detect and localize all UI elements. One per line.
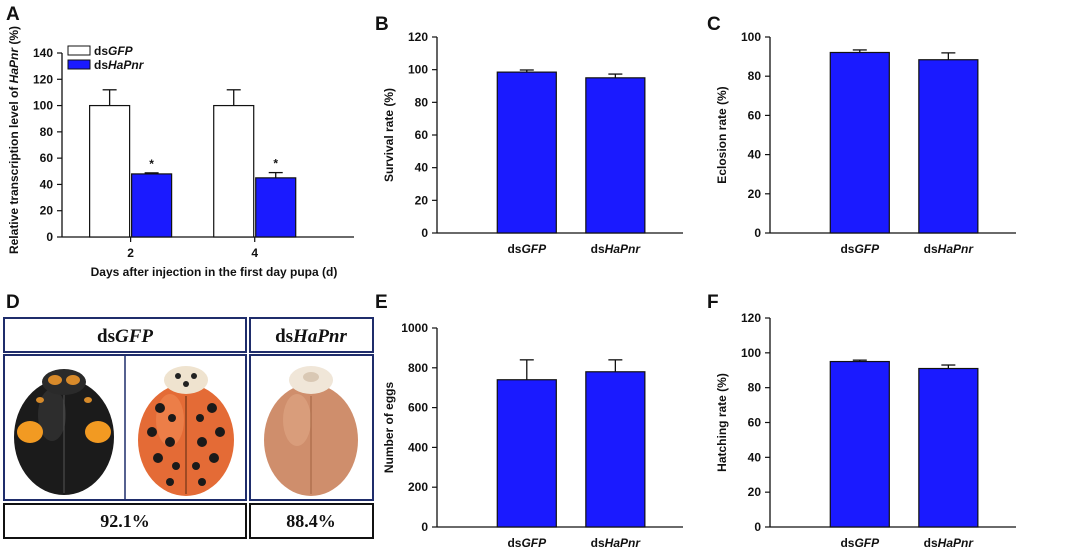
x-tick-label: dsGFP bbox=[840, 536, 880, 550]
bar-dshapnr bbox=[255, 177, 297, 238]
bar-dsgfp bbox=[213, 104, 255, 238]
bar-hapnr bbox=[585, 77, 646, 234]
y-tick-label: 20 bbox=[748, 187, 762, 201]
bar-gfp bbox=[496, 71, 557, 234]
panel-letter-f: F bbox=[707, 292, 719, 313]
y-tick-label: 60 bbox=[40, 151, 54, 165]
chart-c: 0 20 40 60 80 100 dsGFP dsHaPnr Eclosion rate (%… bbox=[715, 30, 1016, 256]
bar-gfp bbox=[829, 360, 890, 528]
panel-letter-a: A bbox=[6, 4, 20, 25]
y-tick-label: 40 bbox=[748, 450, 762, 464]
panel-letter-e: E bbox=[375, 292, 388, 313]
y-tick-label: 0 bbox=[754, 520, 761, 534]
beetle-spotted-image bbox=[138, 366, 234, 496]
y-axis-label: Relative transcription level of HaPnr (%… bbox=[7, 26, 21, 254]
panel-letter-d: D bbox=[6, 292, 20, 313]
bar-hapnr bbox=[918, 59, 979, 234]
bar-gfp bbox=[829, 51, 890, 234]
percent-box-right bbox=[249, 503, 374, 539]
x-axis-label: Days after injection in the first day pu… bbox=[91, 265, 338, 279]
y-tick-label: 40 bbox=[748, 148, 762, 162]
panel-letter-c: C bbox=[707, 14, 721, 35]
percent-left: 92.1% bbox=[100, 511, 150, 531]
x-tick-label: dsHaPnr bbox=[591, 242, 642, 256]
significance-star: * bbox=[273, 157, 278, 171]
y-tick-label: 100 bbox=[408, 63, 428, 77]
y-tick-label: 1000 bbox=[401, 321, 428, 335]
legend-label: dsHaPnr bbox=[94, 58, 145, 72]
y-tick-label: 40 bbox=[415, 161, 429, 175]
y-tick-label: 20 bbox=[40, 204, 54, 218]
y-tick-label: 120 bbox=[33, 72, 53, 86]
legend-swatch bbox=[67, 59, 91, 70]
x-tick-label: 2 bbox=[127, 246, 134, 260]
bar-dsgfp bbox=[89, 104, 131, 238]
y-tick-label: 80 bbox=[40, 125, 54, 139]
y-tick-label: 40 bbox=[40, 177, 54, 191]
chart-e: 0 200 400 600 800 1000 dsGFP dsHaPnr Number of e… bbox=[382, 321, 683, 550]
y-tick-label: 400 bbox=[408, 440, 428, 454]
y-tick-label: 0 bbox=[46, 230, 53, 244]
legend-swatch bbox=[67, 45, 91, 56]
y-tick-label: 200 bbox=[408, 480, 428, 494]
percent-box-left bbox=[3, 503, 247, 539]
x-tick-label: 4 bbox=[251, 246, 258, 260]
x-tick-label: dsGFP bbox=[840, 242, 880, 256]
y-axis-label: Survival rate (%) bbox=[382, 88, 396, 182]
beetle-black-image bbox=[14, 369, 114, 495]
y-tick-label: 60 bbox=[748, 416, 762, 430]
y-tick-label: 60 bbox=[748, 108, 762, 122]
photo-header-box-right bbox=[249, 317, 374, 353]
y-tick-label: 60 bbox=[415, 128, 429, 142]
y-tick-label: 0 bbox=[754, 226, 761, 240]
y-tick-label: 80 bbox=[748, 381, 762, 395]
panel-letter-b: B bbox=[375, 14, 389, 35]
x-tick-label: dsHaPnr bbox=[924, 536, 975, 550]
percent-right: 88.4% bbox=[286, 511, 336, 531]
bar-hapnr bbox=[918, 367, 979, 528]
beetle-pale-image bbox=[264, 366, 358, 496]
y-tick-label: 80 bbox=[748, 69, 762, 83]
y-axis-label: Number of eggs bbox=[382, 382, 396, 474]
y-axis-label: Eclosion rate (%) bbox=[715, 86, 729, 183]
chart-f: 0 20 40 60 80 100 120 dsGFP dsHaPnr Hatching rate… bbox=[715, 311, 1016, 550]
y-axis-label: Hatching rate (%) bbox=[715, 373, 729, 472]
x-tick-label: dsHaPnr bbox=[924, 242, 975, 256]
y-tick-label: 20 bbox=[415, 193, 429, 207]
y-tick-label: 600 bbox=[408, 401, 428, 415]
y-tick-label: 20 bbox=[748, 485, 762, 499]
bar-dshapnr bbox=[131, 173, 173, 238]
bar-gfp bbox=[496, 379, 557, 528]
y-tick-label: 80 bbox=[415, 95, 429, 109]
y-tick-label: 100 bbox=[741, 346, 761, 360]
y-tick-label: 0 bbox=[421, 520, 428, 534]
x-tick-label: dsGFP bbox=[507, 536, 547, 550]
photo-header-box-left bbox=[3, 317, 247, 353]
photo-header-right: dsHaPnr bbox=[275, 326, 347, 347]
y-tick-label: 100 bbox=[33, 99, 53, 113]
x-tick-label: dsHaPnr bbox=[591, 536, 642, 550]
photo-panel-d: dsGFP dsHaPnr bbox=[3, 317, 374, 539]
x-tick-label: dsGFP bbox=[507, 242, 547, 256]
y-tick-label: 120 bbox=[408, 30, 428, 44]
bar-hapnr bbox=[585, 371, 646, 528]
y-tick-label: 120 bbox=[741, 311, 761, 325]
y-tick-label: 800 bbox=[408, 361, 428, 375]
significance-star: * bbox=[149, 157, 154, 171]
photo-header-left: dsGFP bbox=[97, 326, 153, 347]
y-tick-label: 0 bbox=[421, 226, 428, 240]
y-tick-label: 140 bbox=[33, 46, 53, 60]
chart-b: 0 20 40 60 80 100 120 dsGFP dsHaPnr Survival rate… bbox=[382, 30, 683, 256]
y-tick-label: 100 bbox=[741, 30, 761, 44]
legend-label: dsGFP bbox=[94, 44, 134, 58]
